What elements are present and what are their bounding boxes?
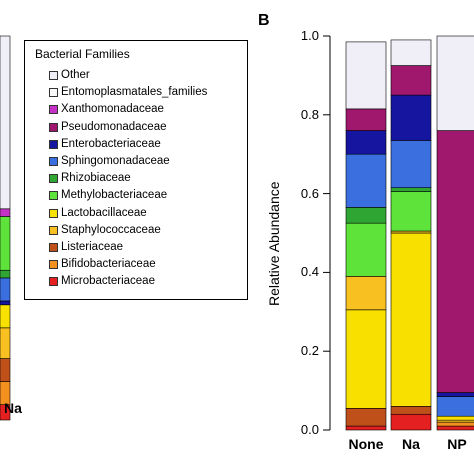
legend-label: Sphingomonadaceae — [61, 155, 170, 167]
legend-item: Microbacteriaceae — [49, 275, 155, 288]
legend-label: Staphylococcaceae — [61, 223, 161, 236]
bar-segment — [345, 276, 387, 311]
x-category-label: Na — [402, 436, 420, 452]
legend-label: Pseudomonadaceae — [61, 120, 167, 133]
legend-swatch — [49, 243, 58, 252]
legend-swatch — [49, 225, 58, 235]
bar-segment — [390, 406, 432, 415]
legend-item: Rhizobiaceae — [49, 172, 131, 185]
bar-segment — [345, 425, 387, 431]
x-category-label: NP — [447, 436, 467, 452]
legend-item: Methylobacteriaceae — [49, 189, 168, 202]
legend-label: Microbacteriaceae — [61, 275, 155, 288]
legend-label: Other — [61, 69, 90, 81]
legend-title: Bacterial Families — [35, 47, 130, 61]
legend-swatch — [49, 88, 58, 98]
bar-segment — [436, 421, 474, 427]
bar-segment — [345, 41, 387, 110]
panel-b-label: B — [258, 12, 270, 29]
legend-item: Other — [49, 69, 90, 81]
legend-label: Enterobacteriaceae — [61, 137, 161, 150]
legend-swatch — [49, 191, 58, 201]
legend-box: Bacterial Families Other Entomoplasmatale… — [24, 40, 248, 300]
legend-label: Bifidobacteriaceae — [61, 258, 156, 271]
bar-segment — [390, 39, 432, 66]
bar-segment — [436, 425, 474, 431]
bar-segment — [345, 408, 387, 427]
legend-item: Staphylococcaceae — [49, 223, 161, 236]
bar-segment — [436, 130, 474, 393]
legend-label: Xanthomonadaceae — [61, 103, 164, 116]
bar-segment — [345, 207, 387, 224]
bar-segment — [436, 35, 474, 131]
legend-label: Listeriaceae — [61, 241, 124, 253]
legend-item: Listeriaceae — [49, 241, 124, 253]
bar-segment — [436, 392, 474, 397]
bar-segment — [345, 153, 387, 208]
bar-segment — [390, 187, 432, 192]
y-tick-label: 0.8 — [300, 106, 319, 122]
y-tick-label: 0.0 — [300, 422, 319, 437]
bar-segment — [390, 140, 432, 188]
legend-swatch — [49, 71, 58, 80]
legend-swatch — [49, 208, 58, 218]
bar-segment — [345, 222, 387, 277]
legend-label: Entomoplasmatales_families — [61, 86, 208, 99]
x-category-label: None — [348, 436, 384, 452]
legend-swatch — [49, 277, 58, 287]
legend-swatch — [49, 260, 58, 270]
legend-swatch — [49, 122, 58, 132]
left-panel-category-label: Na — [4, 400, 22, 416]
legend-item: Sphingomonadaceae — [49, 155, 170, 167]
y-tick-label: 0.2 — [300, 343, 319, 359]
bar-segment — [345, 130, 387, 155]
legend-swatch — [49, 157, 58, 166]
legend-label: Methylobacteriaceae — [61, 189, 168, 202]
legend-swatch — [49, 174, 58, 184]
legend-item: Pseudomonadaceae — [49, 120, 167, 133]
legend-item: Entomoplasmatales_families — [49, 86, 208, 99]
legend-item: Enterobacteriaceae — [49, 137, 161, 150]
legend-swatch — [49, 139, 58, 149]
bar-segment — [390, 232, 432, 407]
bar-segment — [436, 415, 474, 421]
legend-swatch — [49, 105, 58, 115]
legend-label: Lactobacillaceae — [61, 206, 147, 219]
legend-item: Lactobacillaceae — [49, 206, 147, 219]
bar-segment — [345, 108, 387, 131]
y-tick-label: 0.6 — [300, 185, 319, 201]
bar-segment — [390, 191, 432, 232]
bar-segment — [390, 65, 432, 96]
bar-segment — [390, 94, 432, 141]
left-panel-bar — [0, 35, 11, 421]
y-tick-label: 1.0 — [300, 28, 319, 43]
y-tick-label: 0.4 — [300, 264, 319, 280]
legend-label: Rhizobiaceae — [61, 172, 131, 185]
legend-item: Bifidobacteriaceae — [49, 258, 156, 271]
bar-segment — [390, 413, 432, 431]
left-bar-segment — [0, 35, 11, 210]
bar-segment — [345, 309, 387, 409]
legend-item: Xanthomonadaceae — [49, 103, 164, 116]
bar-segment — [436, 396, 474, 417]
